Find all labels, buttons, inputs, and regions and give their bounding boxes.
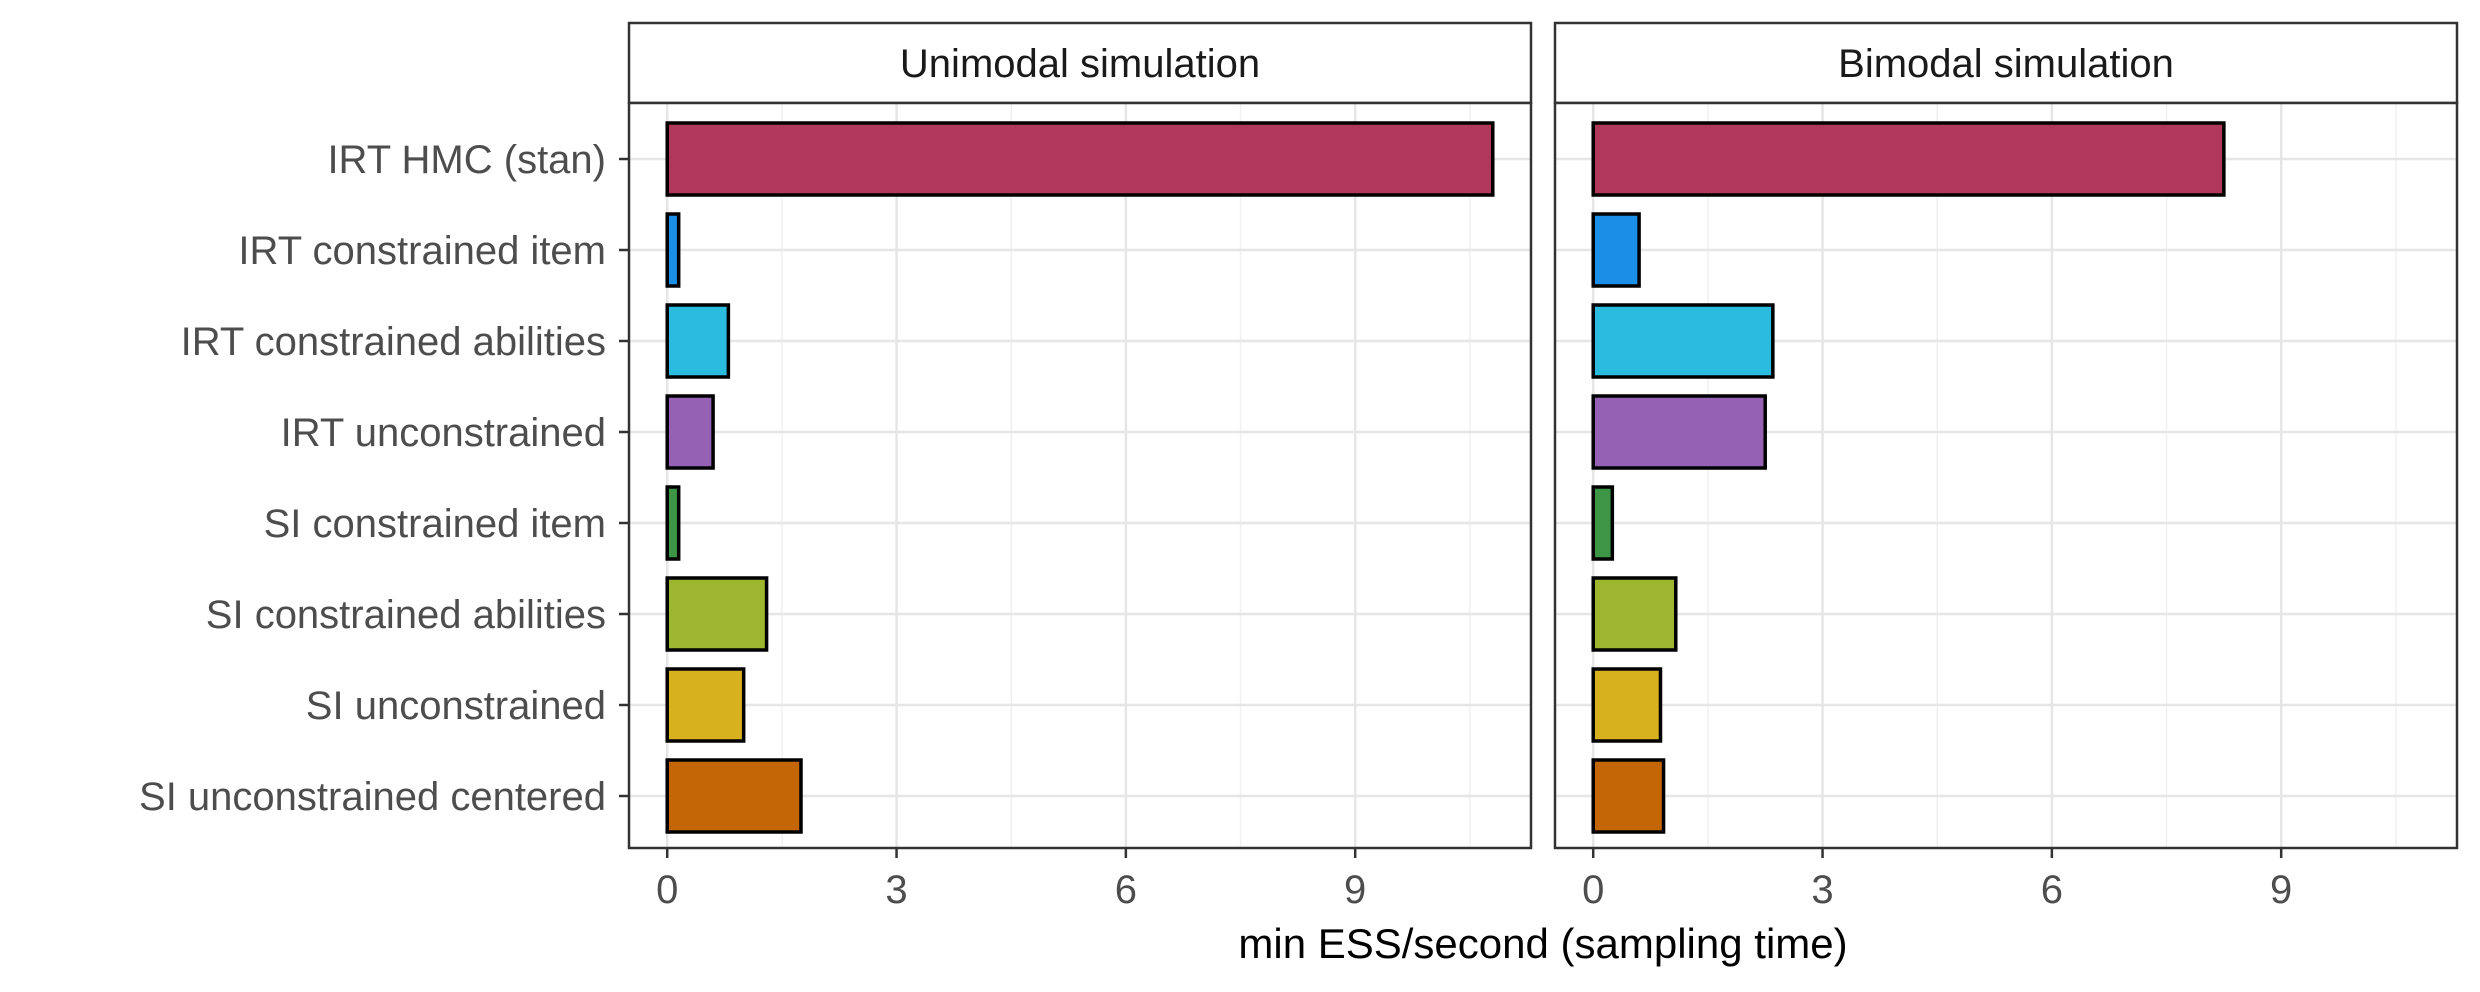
strip-label: Unimodal simulation	[900, 42, 1260, 86]
bar	[665, 667, 746, 743]
x-axis: 0 3 6 9	[656, 848, 1366, 912]
x-tick-label: 0	[1582, 868, 1604, 912]
y-tick-label: IRT constrained abilities	[181, 320, 606, 364]
panel-border	[1553, 101, 2459, 850]
bar	[665, 758, 803, 834]
bar	[665, 212, 681, 288]
bars	[665, 121, 1495, 834]
x-tick-label: 9	[2270, 868, 2292, 912]
x-tick-label: 3	[885, 868, 907, 912]
bar	[1591, 758, 1666, 834]
x-tick-label: 3	[1811, 868, 1833, 912]
bar	[1591, 485, 1615, 561]
bar	[1591, 121, 2226, 197]
panel-unimodal: Unimodal simulation 0 3 6 9	[627, 21, 1533, 912]
bar	[1591, 212, 1641, 288]
y-tick-label: SI constrained item	[264, 502, 606, 546]
panel-background	[1555, 103, 2457, 848]
x-tick-label: 0	[656, 868, 678, 912]
bar	[665, 303, 731, 379]
x-axis: 0 3 6 9	[1582, 848, 2292, 912]
bar	[665, 576, 769, 652]
x-axis-title: min ESS/second (sampling time)	[1238, 920, 1847, 967]
y-tick-label: SI unconstrained centered	[139, 775, 606, 819]
grid	[1555, 103, 2457, 848]
y-tick-label: IRT HMC (stan)	[327, 138, 606, 182]
bar	[665, 394, 715, 470]
strip-background	[627, 21, 1533, 105]
bar	[665, 485, 681, 561]
panel-border	[627, 101, 1533, 850]
strip-background	[1553, 21, 2459, 105]
bar	[1591, 667, 1663, 743]
bars	[1591, 121, 2226, 834]
y-tick-label: IRT unconstrained	[281, 411, 606, 455]
bar	[1591, 303, 1775, 379]
y-axis: IRT HMC (stan) IRT constrained item IRT …	[139, 138, 629, 819]
x-tick-label: 6	[2041, 868, 2063, 912]
y-tick-label: SI unconstrained	[306, 684, 606, 728]
x-tick-label: 6	[1115, 868, 1137, 912]
panel-background	[629, 103, 1531, 848]
bar	[665, 121, 1495, 197]
x-tick-label: 9	[1344, 868, 1366, 912]
y-tick-label: SI constrained abilities	[206, 593, 606, 637]
bar	[1591, 576, 1678, 652]
bar	[1591, 394, 1767, 470]
panel-bimodal: Bimodal simulation 0 3 6 9	[1553, 21, 2459, 912]
strip-label: Bimodal simulation	[1838, 42, 2174, 86]
y-tick-label: IRT constrained item	[238, 229, 606, 273]
